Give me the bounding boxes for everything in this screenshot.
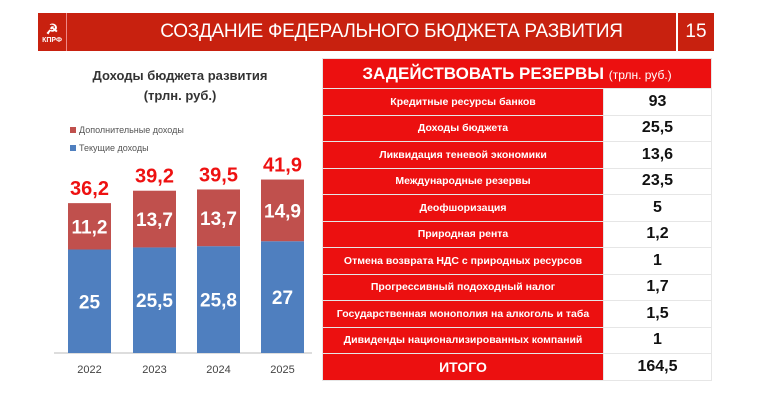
segment-label: 13,7 <box>136 210 173 231</box>
table-row: Кредитные ресурсы банков 93 <box>322 88 712 116</box>
table-row: Международные резервы 23,5 <box>322 167 712 195</box>
bar-segment <box>133 247 176 353</box>
row-label: Государственная монополия на алкоголь и … <box>322 300 604 328</box>
header-bar: ☭ КПРФ СОЗДАНИЕ ФЕДЕРАЛЬНОГО БЮДЖЕТА РАЗВ… <box>38 13 676 51</box>
segment-label: 13,7 <box>200 209 237 230</box>
hammer-sickle-icon: ☭ <box>45 20 59 37</box>
slide-title: СОЗДАНИЕ ФЕДЕРАЛЬНОГО БЮДЖЕТА РАЗВИТИЯ <box>160 21 623 42</box>
row-value: 1 <box>603 326 712 354</box>
row-label: Прогрессивный подоходный налог <box>322 273 604 301</box>
row-value: 23,5 <box>603 167 712 195</box>
row-value: 1,5 <box>603 300 712 328</box>
total-label: 41,9 <box>263 155 302 177</box>
logo-text: КПРФ <box>42 36 62 44</box>
total-label: 39,2 <box>135 166 174 188</box>
total-label: 39,5 <box>199 164 238 186</box>
row-label: Доходы бюджета <box>322 114 604 142</box>
row-label: Деофшоризация <box>322 194 604 222</box>
total-row: ИТОГО 164,5 <box>322 353 712 381</box>
table-row: Ликвидация теневой экономики 13,6 <box>322 141 712 169</box>
segment-label: 25 <box>79 292 101 313</box>
x-tick-label: 2022 <box>77 364 101 376</box>
row-value: 93 <box>603 88 712 116</box>
bar-segment <box>261 241 304 353</box>
row-value: 13,6 <box>603 141 712 169</box>
table-row: Государственная монополия на алкоголь и … <box>322 300 712 328</box>
table-row: Дивиденды национализированных компаний 1 <box>322 326 712 354</box>
table-row: Доходы бюджета 25,5 <box>322 114 712 142</box>
row-label: Отмена возврата НДС с природных ресурсов <box>322 247 604 275</box>
row-value: 5 <box>603 194 712 222</box>
table-row: Природная рента 1,2 <box>322 220 712 248</box>
table-header: ЗАДЕЙСТВОВАТЬ РЕЗЕРВЫ (трлн. руб.) <box>322 58 712 89</box>
row-label: Природная рента <box>322 220 604 248</box>
segment-label: 25,8 <box>200 291 237 312</box>
row-value: 1,7 <box>603 273 712 301</box>
segment-label: 27 <box>272 288 293 309</box>
kprf-logo: ☭ КПРФ <box>38 13 67 51</box>
segment-label: 25,5 <box>136 291 173 312</box>
row-label: Ликвидация теневой экономики <box>322 141 604 169</box>
bar-segment <box>197 246 240 353</box>
x-tick-label: 2023 <box>142 364 166 376</box>
row-value: 1 <box>603 247 712 275</box>
bar-segment <box>133 190 176 248</box>
chart-title: Доходы бюджета развития <box>92 68 268 83</box>
row-value: 25,5 <box>603 114 712 142</box>
table-row: Отмена возврата НДС с природных ресурсов… <box>322 247 712 275</box>
reserves-table: ЗАДЕЙСТВОВАТЬ РЕЗЕРВЫ (трлн. руб.) Креди… <box>322 58 712 381</box>
bar-segment <box>68 249 111 353</box>
bar-segment <box>261 179 304 242</box>
bar-segment <box>68 203 111 250</box>
row-label: Международные резервы <box>322 167 604 195</box>
total-label: 36,2 <box>70 178 109 200</box>
chart-plot: 25 11,2 36,2 2022 25,5 13,7 39,2 2023 25,8 13,7 39… <box>54 155 312 376</box>
row-label: Дивиденды национализированных компаний <box>322 326 604 354</box>
segment-label: 14,9 <box>264 201 301 222</box>
segment-label: 11,2 <box>72 217 108 238</box>
budget-chart: Доходы бюджета развития (трлн. руб.) Доп… <box>40 60 320 390</box>
row-value: 1,2 <box>603 220 712 248</box>
row-label: Кредитные ресурсы банков <box>322 88 604 116</box>
x-tick-label: 2024 <box>206 364 230 376</box>
bar-segment <box>197 189 240 247</box>
table-row: Деофшоризация 5 <box>322 194 712 222</box>
page-number: 15 <box>678 13 714 51</box>
legend-item-current: Текущие доходы <box>70 143 149 153</box>
chart-subtitle: (трлн. руб.) <box>143 88 217 103</box>
legend-item-additional: Дополнительные доходы <box>70 125 184 135</box>
table-row: Прогрессивный подоходный налог 1,7 <box>322 273 712 301</box>
x-tick-label: 2025 <box>270 364 294 376</box>
